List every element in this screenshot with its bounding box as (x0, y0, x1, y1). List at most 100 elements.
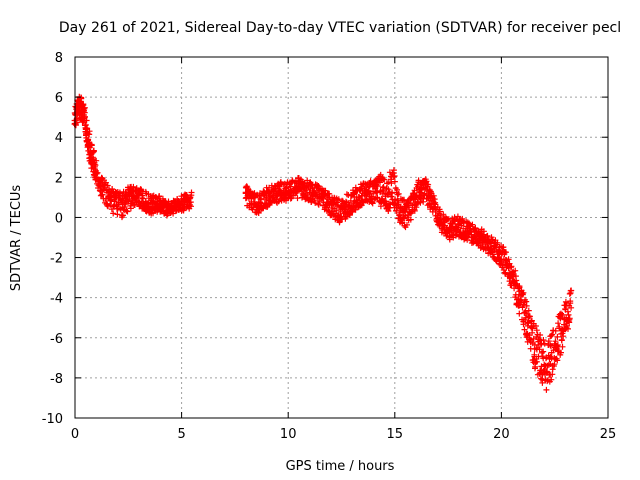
x-axis-label: GPS time / hours (286, 459, 395, 474)
data-point (503, 249, 509, 256)
x-tick-label: 5 (177, 427, 185, 442)
data-point (541, 340, 548, 347)
data-point (90, 148, 97, 155)
data-point (81, 113, 88, 120)
data-point (554, 357, 561, 364)
plot-frame (74, 56, 609, 419)
data-point (404, 221, 410, 228)
data-point (494, 239, 501, 246)
data-point (104, 182, 111, 189)
data-point (472, 234, 479, 241)
data-point (430, 192, 437, 199)
data-point (536, 346, 543, 353)
data-point (390, 173, 397, 180)
axis-ticks: 0 5 10 15 20 25 -10 -8 -6 -4 -2 0 2 4 6 8 (42, 51, 617, 442)
data-point (562, 298, 569, 305)
data-point (150, 210, 156, 217)
data-point (549, 331, 556, 338)
data-point (339, 197, 346, 204)
data-point (394, 191, 401, 198)
data-point (508, 263, 515, 270)
data-point (559, 343, 566, 350)
x-tick-label: 15 (387, 427, 404, 442)
y-tick-label: -8 (50, 372, 63, 387)
data-point (92, 162, 99, 169)
data-point (139, 192, 146, 199)
data-point (522, 314, 529, 321)
data-point (401, 215, 408, 222)
data-point (548, 332, 555, 339)
data-point (516, 310, 523, 317)
data-point (532, 323, 539, 329)
data-point (533, 358, 540, 365)
data-point (423, 178, 430, 185)
data-point (334, 199, 341, 206)
data-point (472, 225, 479, 231)
data-point (93, 157, 100, 164)
y-tick-label: 2 (55, 171, 63, 186)
data-point (567, 300, 574, 307)
data-point (388, 180, 395, 187)
data-point (526, 313, 533, 320)
data-point (123, 207, 130, 214)
data-point (469, 221, 476, 228)
data-point (499, 244, 506, 251)
data-point (111, 198, 118, 205)
data-point (83, 125, 90, 132)
data-point (565, 318, 572, 325)
data-point (351, 206, 358, 213)
data-point (525, 319, 532, 326)
data-point (110, 210, 117, 217)
data-point (83, 117, 90, 124)
data-point (283, 184, 290, 191)
data-point (446, 236, 453, 243)
data-point (119, 212, 126, 219)
data-point (280, 181, 287, 188)
data-point (554, 333, 561, 340)
data-point (558, 336, 565, 343)
data-point (380, 184, 387, 190)
data-point (512, 267, 519, 274)
data-point (521, 326, 528, 333)
data-point (505, 256, 512, 263)
data-point (391, 178, 398, 185)
data-point (258, 195, 264, 202)
data-point (480, 228, 487, 235)
data-point (86, 128, 93, 135)
data-point (537, 332, 544, 338)
data-point (315, 201, 322, 208)
data-point (533, 327, 540, 334)
data-point (343, 198, 349, 205)
data-point (560, 333, 567, 340)
data-point (381, 176, 388, 183)
data-point (346, 211, 353, 218)
y-tick-label: -2 (50, 252, 63, 267)
data-point (520, 289, 527, 296)
data-point (130, 183, 137, 190)
data-point (188, 189, 195, 196)
y-axis-label: SDTVAR / TECUs (9, 185, 24, 292)
y-tick-label: -10 (42, 412, 63, 427)
y-tick-label: 0 (55, 211, 63, 226)
x-tick-label: 25 (600, 427, 617, 442)
data-point (425, 181, 432, 188)
data-point (552, 327, 559, 334)
data-point (564, 308, 571, 315)
x-tick-label: 10 (280, 427, 297, 442)
data-point (110, 203, 117, 210)
data-point (188, 203, 194, 210)
data-point (519, 290, 526, 297)
data-point (406, 204, 412, 211)
data-point (540, 337, 547, 343)
data-point (531, 351, 538, 358)
y-tick-label: -6 (50, 332, 63, 347)
data-point (559, 311, 566, 318)
data-point (135, 198, 142, 205)
data-point (90, 156, 97, 163)
data-point (272, 185, 278, 192)
data-point (543, 386, 550, 393)
data-point (88, 142, 95, 149)
data-point (548, 376, 555, 383)
data-point (393, 208, 400, 214)
